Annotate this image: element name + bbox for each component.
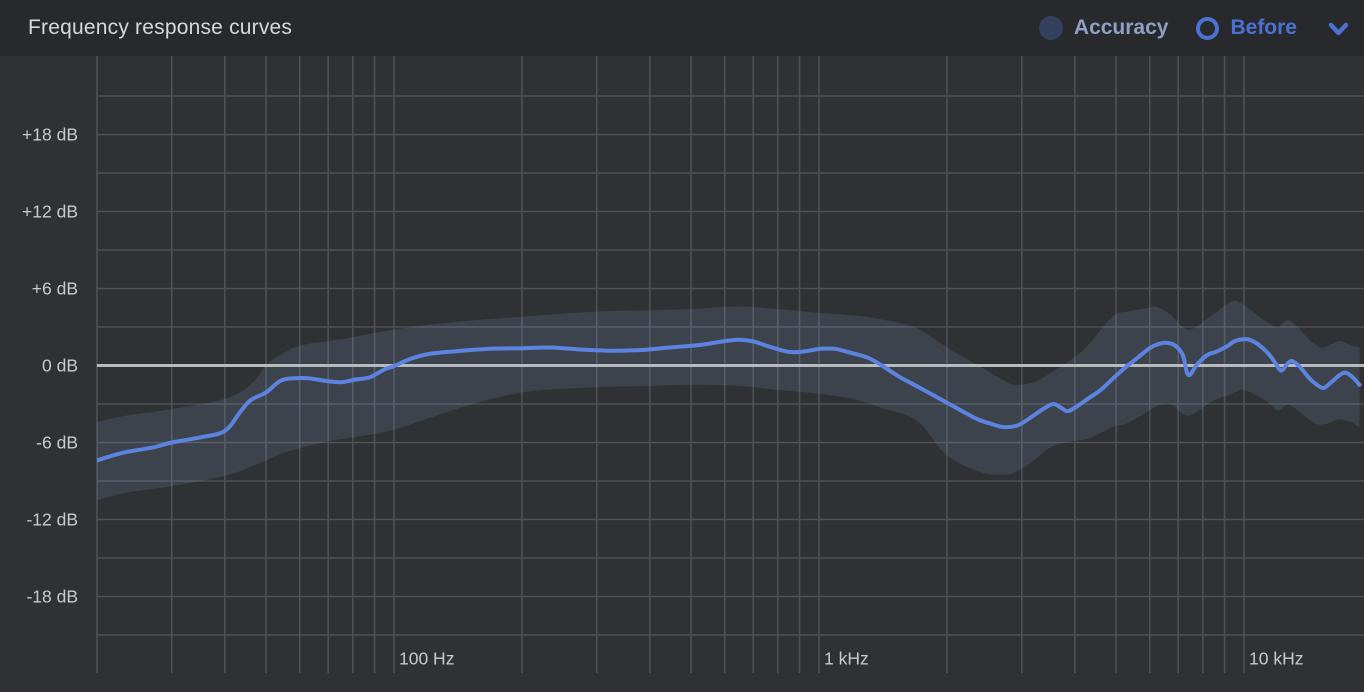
header-bar: Frequency response curves Accuracy Befor… [0, 0, 1364, 56]
y-tick-label: -12 dB [26, 508, 78, 529]
x-tick-label: 1 kHz [824, 648, 869, 669]
accuracy-filled-circle-icon [1038, 16, 1063, 40]
y-tick-label: +6 dB [31, 277, 78, 298]
legend-label-accuracy: Accuracy [1073, 16, 1169, 39]
page-title: Frequency response curves [28, 16, 293, 39]
y-tick-label: +18 dB [22, 123, 78, 144]
legend-label-before: Before [1230, 16, 1297, 39]
y-tick-label: -18 dB [26, 585, 78, 606]
before-ring-icon [1196, 16, 1220, 40]
x-tick-label: 100 Hz [399, 648, 455, 669]
horizontal-gridlines [97, 95, 1364, 636]
x-tick-label: 10 kHz [1249, 648, 1304, 669]
y-tick-label: 0 dB [42, 354, 78, 375]
legend-item-accuracy[interactable]: Accuracy [1038, 16, 1169, 40]
y-tick-label: +12 dB [22, 200, 78, 221]
chevron-down-icon[interactable] [1325, 15, 1352, 42]
accuracy-band [97, 300, 1360, 501]
y-tick-label: -6 dB [36, 431, 78, 452]
before-curve [97, 337, 1362, 463]
legend-item-before[interactable]: Before [1196, 16, 1297, 40]
